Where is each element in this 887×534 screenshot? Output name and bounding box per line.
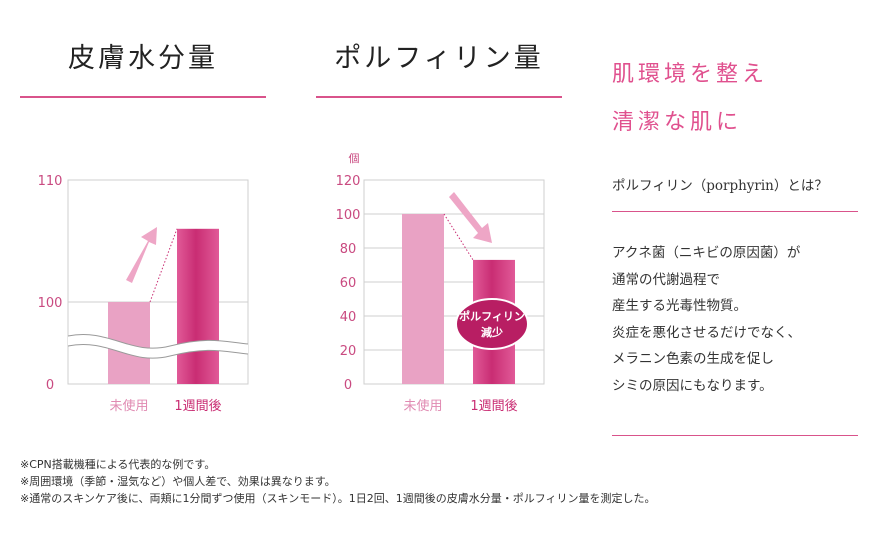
description-line: 炎症を悪化させるだけでなく、 <box>612 324 801 341</box>
y-tick-label: 0 <box>344 378 352 393</box>
porphyrin-question: ポルフィリン（porphyrin）とは？ <box>612 178 828 194</box>
connector-line <box>149 228 178 303</box>
y-tick-label: 100 <box>38 296 63 311</box>
description-line: 通常の代謝過程で <box>612 271 720 288</box>
y-tick-label: 0 <box>46 378 54 393</box>
y-tick-label: 110 <box>38 174 63 189</box>
side-rule-top <box>612 211 858 212</box>
x-category-label: 1週間後 <box>470 399 517 414</box>
y-axis-unit-label: 個 <box>349 152 360 165</box>
moisture-chart: 0 100 110 未使用 1週間後 <box>38 174 249 414</box>
footnote: ※通常のスキンケア後に、両頬に1分間ずつ使用（スキンモード）。1日2回、1週間後… <box>20 492 656 505</box>
description-line: 産生する光毒性物質。 <box>612 298 747 314</box>
side-rule-bottom <box>612 435 858 436</box>
reduction-badge <box>455 298 529 350</box>
x-category-label: 未使用 <box>109 398 148 414</box>
porphyrin-description: アクネ菌（ニキビの原因菌）が 通常の代謝過程で 産生する光毒性物質。 炎症を悪化… <box>612 240 801 399</box>
description-line: メラニン色素の生成を促し <box>612 351 774 367</box>
axis-break-band <box>68 334 248 359</box>
y-tick-label: 80 <box>340 242 357 257</box>
y-tick-label: 100 <box>336 208 361 223</box>
axis-break-line <box>67 334 249 349</box>
porphyrin-panel-title: ポルフィリン量 <box>334 43 544 74</box>
bar-before <box>402 214 444 384</box>
bar-after <box>177 228 219 384</box>
moisture-panel-title: 皮膚水分量 <box>68 43 218 74</box>
description-line: アクネ菌（ニキビの原因菌）が <box>612 245 801 261</box>
x-category-label: 未使用 <box>403 398 442 414</box>
y-tick-label: 40 <box>340 310 357 325</box>
description-line: シミの原因にもなります。 <box>612 377 773 394</box>
y-tick-label: 120 <box>336 174 361 189</box>
badge-label-line-2: 減少 <box>481 325 503 339</box>
up-arrow-icon <box>126 227 157 283</box>
moisture-title-rule <box>20 96 266 98</box>
down-arrow-icon <box>449 192 492 243</box>
porphyrin-title-rule <box>316 96 562 98</box>
x-category-label: 1週間後 <box>174 399 221 414</box>
footnote: ※CPN搭載機種による代表的な例です。 <box>20 458 216 471</box>
y-tick-label: 60 <box>340 276 357 291</box>
footnotes: ※CPN搭載機種による代表的な例です。 ※周囲環境（季節・湿気など）や個人差で、… <box>20 456 656 507</box>
side-heading-line-1: 肌環境を整え <box>612 62 769 87</box>
side-heading-line-2: 清潔な肌に <box>612 110 743 135</box>
axis-break-line <box>67 344 249 359</box>
footnote: ※周囲環境（季節・湿気など）や個人差で、効果は異なります。 <box>20 475 336 488</box>
y-tick-label: 20 <box>340 344 357 359</box>
badge-label-line-1: ポルフィリン <box>459 309 525 323</box>
